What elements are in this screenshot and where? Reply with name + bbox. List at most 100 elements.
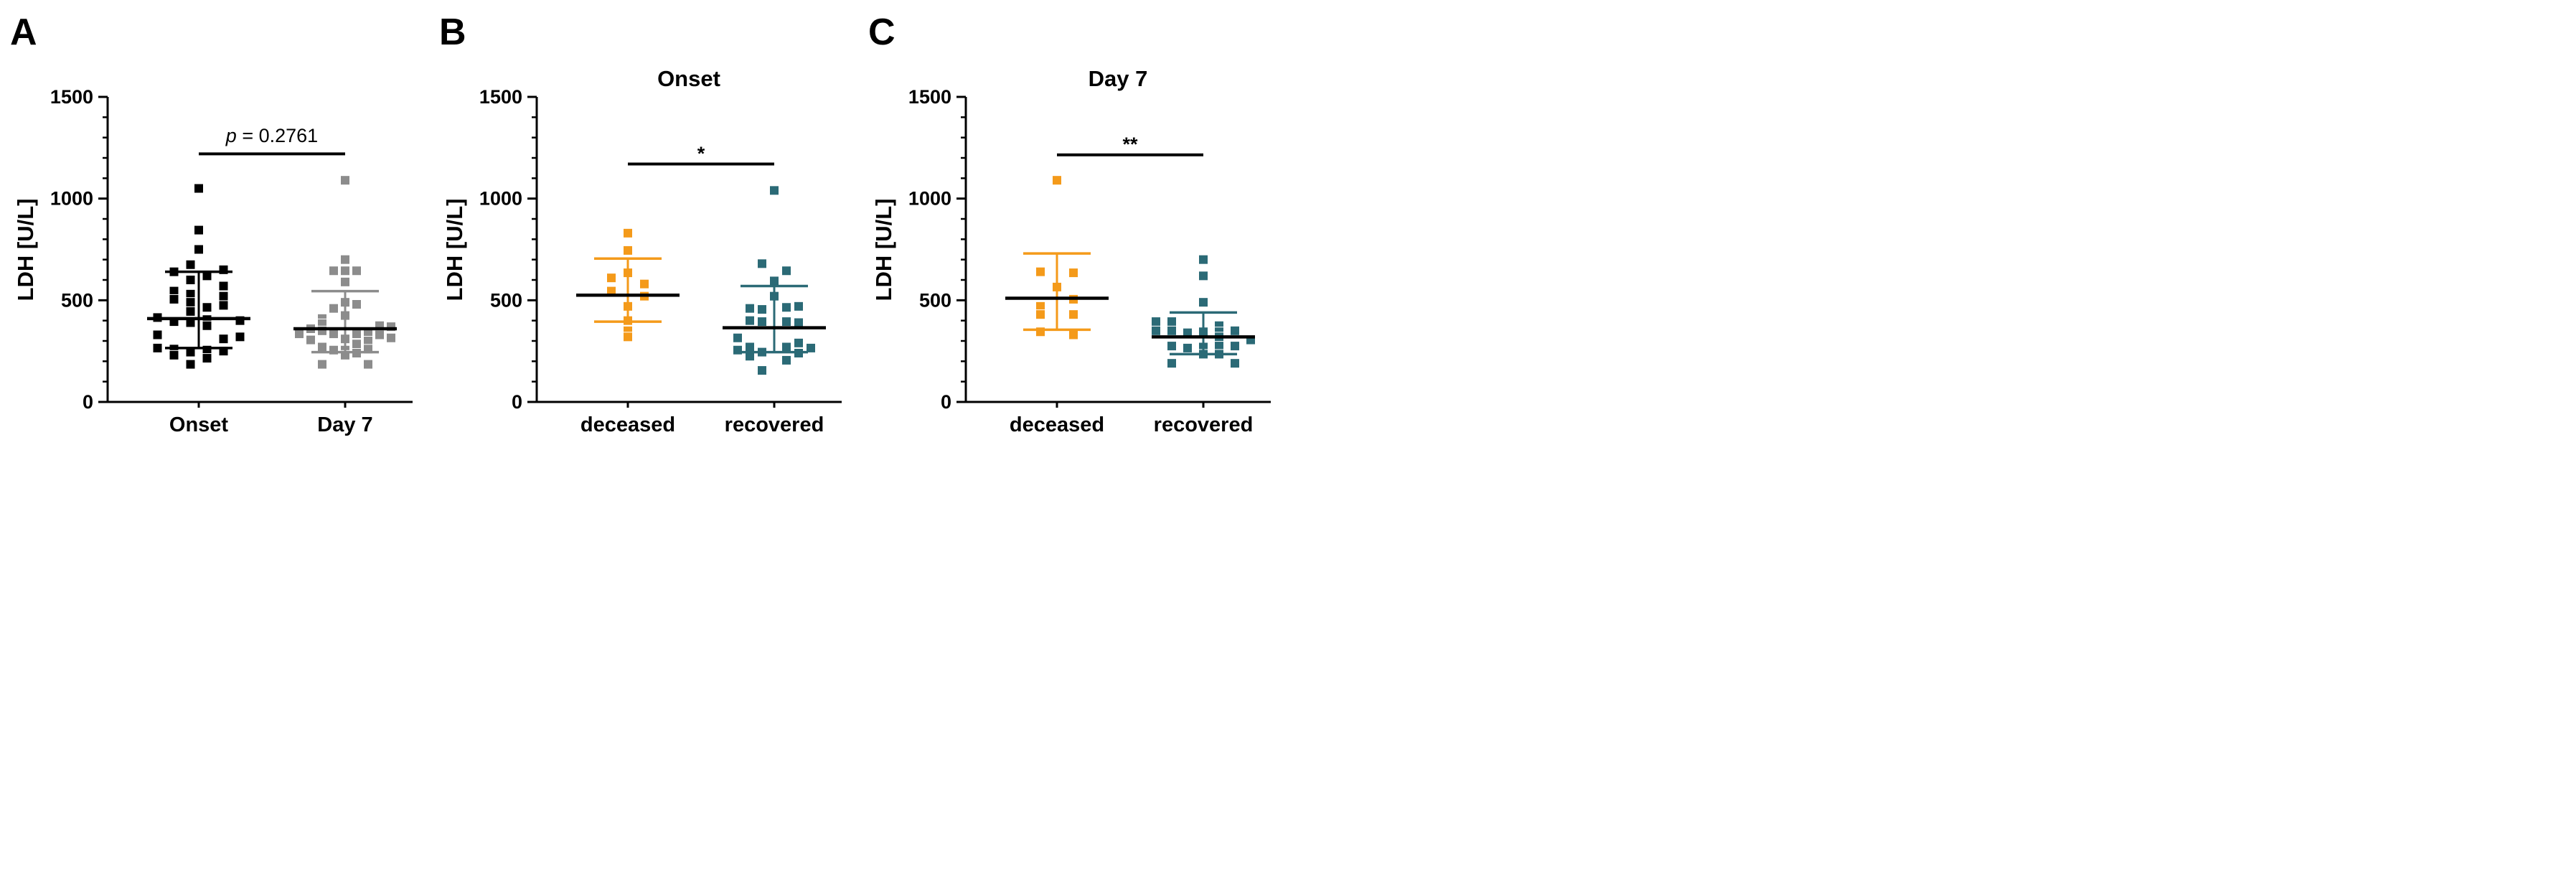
data-point: [329, 303, 339, 314]
data-point: [1167, 341, 1177, 352]
data-point: [806, 342, 816, 353]
data-point: [235, 332, 245, 342]
panel-a-category-onset: Onset: [169, 413, 229, 436]
data-point: [152, 329, 163, 340]
data-point: [340, 276, 350, 287]
data-point: [781, 302, 791, 313]
data-point: [1151, 317, 1161, 327]
y-axis-tick-label: 0: [941, 391, 951, 413]
data-point: [1183, 342, 1193, 353]
data-point: [623, 228, 633, 238]
data-point: [639, 278, 649, 289]
data-point: [1068, 329, 1078, 340]
data-point: [1230, 325, 1240, 336]
data-point: [317, 342, 327, 352]
data-point: [757, 365, 767, 376]
y-axis-tick-label: 1500: [908, 86, 951, 108]
data-point: [363, 359, 373, 370]
panel-b-median-error-bars: [576, 257, 826, 354]
data-point: [1068, 268, 1078, 278]
data-point: [757, 317, 767, 327]
data-point: [294, 329, 304, 340]
data-point: [340, 266, 350, 276]
y-axis-tick-label: 500: [490, 289, 522, 311]
data-point: [202, 320, 212, 331]
data-point: [169, 350, 179, 360]
data-point: [329, 266, 339, 276]
data-point: [352, 266, 362, 276]
panel-b-axes: 0 500 1000 1500: [479, 86, 842, 413]
data-point: [1230, 358, 1240, 369]
data-point: [169, 294, 179, 304]
data-point: [352, 299, 362, 309]
data-point: [1198, 254, 1208, 265]
panel-c-title: Day 7: [1089, 66, 1148, 91]
data-point: [1230, 341, 1240, 352]
data-point: [185, 297, 196, 308]
y-axis-tick-label: 1500: [479, 86, 522, 108]
panel-a-axes: 0 500 1000 1500: [50, 86, 413, 413]
panel-c-y-axis-label: LDH [U/L]: [871, 199, 896, 301]
data-point: [152, 342, 163, 353]
data-point: [794, 317, 804, 328]
y-axis-tick-label: 0: [512, 391, 522, 413]
data-point: [329, 329, 339, 340]
y-axis-tick-label: 0: [83, 391, 93, 413]
data-point: [194, 225, 204, 235]
data-point: [218, 281, 229, 291]
panel-a-category-day7: Day 7: [317, 413, 372, 436]
data-point: [757, 258, 767, 269]
panel-b-category-recovered: recovered: [725, 413, 824, 436]
data-point: [1035, 309, 1045, 320]
data-point: [794, 337, 804, 348]
data-point: [1167, 358, 1177, 369]
figure-ldh-scatter-panels: A LDH [U/L] 0 500 1000 1500 p = 0.2761 Onse…: [0, 0, 1288, 442]
y-axis-tick-label: 1500: [50, 86, 93, 108]
panel-c-letter: C: [868, 11, 896, 53]
data-point: [733, 332, 743, 343]
data-point: [194, 183, 204, 194]
panel-b-significance-stars: *: [697, 143, 705, 164]
data-point: [745, 315, 755, 326]
data-point: [218, 300, 229, 311]
panel-b: B Onset LDH [U/L] 0 500 1000 1500 * decease…: [439, 11, 842, 436]
data-point: [1167, 317, 1177, 327]
data-point: [202, 302, 212, 313]
data-point: [340, 175, 350, 186]
panel-c-median-error-bars: [1005, 252, 1255, 356]
data-point: [733, 345, 743, 355]
data-point: [781, 355, 791, 365]
panel-b-letter: B: [439, 11, 466, 53]
panel-b-category-deceased: deceased: [580, 413, 675, 436]
data-point: [745, 303, 755, 314]
data-point: [317, 359, 327, 370]
panel-c-category-deceased: deceased: [1010, 413, 1104, 436]
panel-a-median-error-bars: [147, 270, 397, 354]
data-point: [306, 334, 316, 345]
panel-c-category-recovered: recovered: [1154, 413, 1254, 436]
data-point: [1167, 325, 1177, 336]
data-point: [606, 273, 616, 284]
panel-a: A LDH [U/L] 0 500 1000 1500 p = 0.2761 Onse…: [10, 11, 413, 436]
data-point: [757, 304, 767, 315]
panel-c-points: [1035, 175, 1256, 369]
data-point: [781, 266, 791, 276]
y-axis-tick-label: 1000: [908, 188, 951, 210]
data-point: [794, 301, 804, 312]
data-point: [202, 353, 212, 364]
data-point: [386, 332, 396, 343]
data-point: [218, 334, 229, 345]
panel-a-p-value: p = 0.2761: [225, 125, 318, 146]
panel-a-y-axis-label: LDH [U/L]: [13, 199, 38, 301]
data-point: [623, 332, 633, 342]
panel-a-letter: A: [10, 11, 37, 53]
panel-c-significance-stars: **: [1122, 134, 1138, 155]
panel-b-y-axis-label: LDH [U/L]: [442, 199, 467, 301]
data-point: [352, 329, 362, 340]
data-point: [340, 254, 350, 265]
data-point: [1198, 271, 1208, 281]
panel-c-axes: 0 500 1000 1500: [908, 86, 1271, 413]
data-point: [769, 185, 779, 196]
data-point: [375, 329, 385, 340]
data-point: [769, 276, 779, 286]
